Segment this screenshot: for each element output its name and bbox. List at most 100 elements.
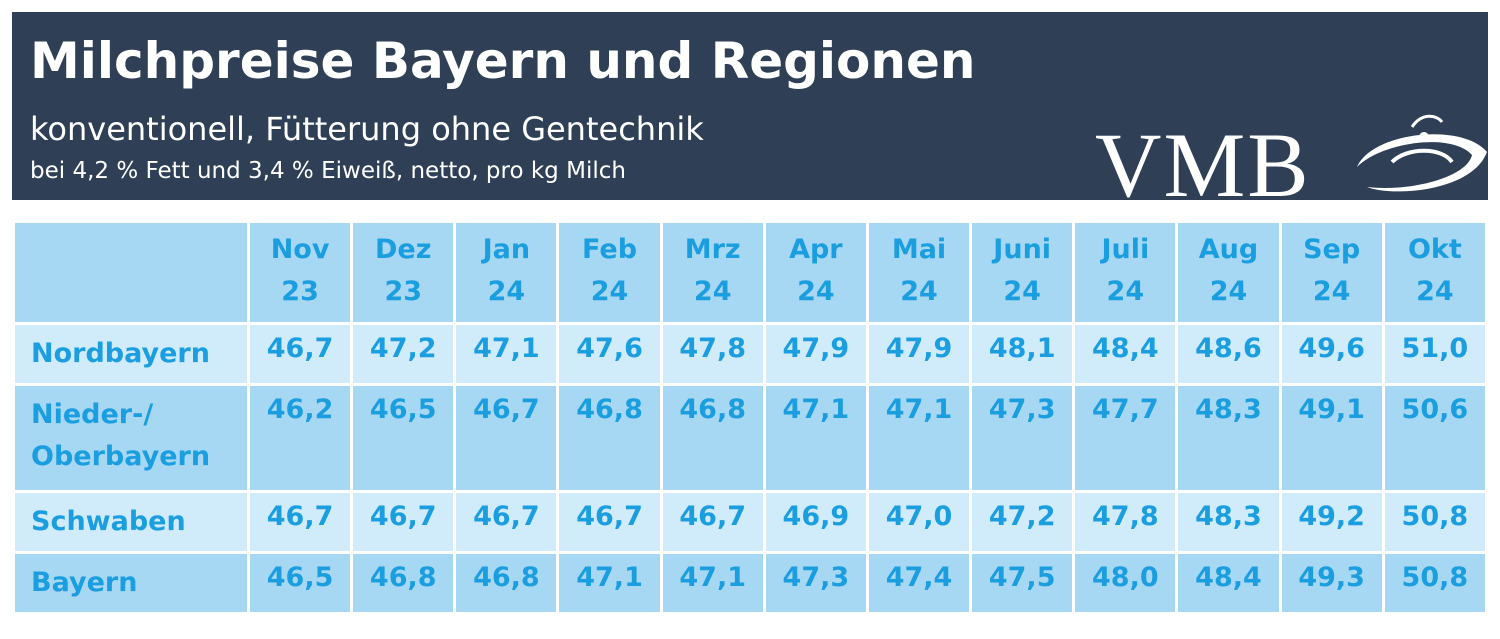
- price-cell: 49,3: [1278, 551, 1385, 615]
- corner-cell: [12, 220, 250, 325]
- column-month: Jan: [482, 234, 531, 265]
- price-cell: 51,0: [1381, 322, 1489, 386]
- column-header: Mai 24: [865, 220, 973, 325]
- column-header: Jan 24: [453, 220, 560, 325]
- column-header: Dez 23: [350, 220, 457, 325]
- row-label: Nieder-/ Oberbayern: [12, 383, 250, 493]
- price-cell: 47,3: [762, 551, 869, 615]
- price-cell: 46,7: [350, 490, 457, 554]
- price-cell: 47,2: [350, 322, 457, 386]
- price-cell: 50,6: [1381, 383, 1489, 493]
- column-year: 23: [281, 276, 319, 307]
- column-header: Aug 24: [1175, 220, 1282, 325]
- column-month: Sep: [1303, 234, 1361, 265]
- price-cell: 47,1: [865, 383, 973, 493]
- column-header: Mrz 24: [659, 220, 766, 325]
- price-cell: 46,7: [453, 490, 560, 554]
- column-month: Mai: [891, 234, 947, 265]
- price-cell: 46,7: [556, 490, 663, 554]
- price-cell: 50,8: [1381, 551, 1489, 615]
- price-cell: 46,7: [453, 383, 560, 493]
- price-cell: 47,3: [969, 383, 1076, 493]
- price-cell: 47,8: [1072, 490, 1179, 554]
- price-cell: 47,6: [556, 322, 663, 386]
- price-cell: 49,1: [1278, 383, 1385, 493]
- column-header: Nov 23: [246, 220, 354, 325]
- price-cell: 46,9: [762, 490, 869, 554]
- header-row: Nov 23 Dez 23 Jan 24 Feb 24 Mrz 24 Apr 24 Mai 24 Juni 2…: [12, 220, 1489, 325]
- price-cell: 47,1: [556, 551, 663, 615]
- table-row: Bayern 46,5 46,8 46,8 47,1 47,1 47,3 47,4 47,5 48…: [12, 551, 1489, 615]
- column-header: Apr 24: [762, 220, 869, 325]
- price-cell: 48,4: [1175, 551, 1282, 615]
- column-year: 24: [1106, 276, 1145, 307]
- price-cell: 47,5: [969, 551, 1076, 615]
- price-cell: 48,4: [1072, 322, 1179, 386]
- column-header: Sep 24: [1278, 220, 1385, 325]
- price-cell: 47,4: [865, 551, 973, 615]
- column-month: Feb: [582, 234, 638, 265]
- row-label: Schwaben: [12, 490, 250, 554]
- price-cell: 46,7: [246, 322, 354, 386]
- table-row: Nordbayern 46,7 47,2 47,1 47,6 47,8 47,9 47,9 48…: [12, 322, 1489, 386]
- price-cell: 46,8: [350, 551, 457, 615]
- price-cell: 46,7: [659, 490, 766, 554]
- price-cell: 47,9: [762, 322, 869, 386]
- logo: VMB: [1095, 114, 1311, 216]
- price-cell: 46,7: [246, 490, 354, 554]
- price-cell: 47,8: [659, 322, 766, 386]
- column-header: Okt 24: [1381, 220, 1489, 325]
- title: Milchpreise Bayern und Regionen: [30, 32, 976, 90]
- column-header: Juni 24: [969, 220, 1076, 325]
- column-header: Feb 24: [556, 220, 663, 325]
- price-cell: 46,8: [659, 383, 766, 493]
- price-cell: 47,2: [969, 490, 1076, 554]
- price-cell: 46,2: [246, 383, 354, 493]
- column-month: Aug: [1198, 234, 1259, 265]
- column-year: 24: [797, 276, 835, 307]
- column-month: Apr: [789, 234, 843, 265]
- price-cell: 46,8: [453, 551, 560, 615]
- column-year: 24: [1003, 276, 1041, 307]
- price-cell: 50,8: [1381, 490, 1489, 554]
- column-month: Nov: [270, 234, 330, 265]
- row-label: Bayern: [12, 551, 250, 615]
- header: Milchpreise Bayern und Regionen konventi…: [12, 12, 1488, 216]
- note: bei 4,2 % Fett und 3,4 % Eiweiß, netto, …: [30, 158, 626, 184]
- column-month: Mrz: [684, 234, 741, 265]
- price-cell: 47,1: [453, 322, 560, 386]
- logo-swirl: [1357, 114, 1487, 192]
- column-month: Juli: [1101, 234, 1150, 265]
- subtitle: konventionell, Fütterung ohne Gentechnik: [30, 110, 704, 148]
- price-cell: 48,0: [1072, 551, 1179, 615]
- price-cell: 48,1: [969, 322, 1076, 386]
- price-cell: 49,2: [1278, 490, 1385, 554]
- price-cell: 49,6: [1278, 322, 1385, 386]
- price-cell: 47,1: [762, 383, 869, 493]
- price-cell: 46,5: [246, 551, 354, 615]
- column-month: Juni: [993, 234, 1052, 265]
- column-header: Juli 24: [1072, 220, 1179, 325]
- column-year: 24: [1209, 276, 1248, 307]
- table-row: Schwaben 46,7 46,7 46,7 46,7 46,7 46,9 47,0 47,2…: [12, 490, 1489, 554]
- column-year: 24: [693, 276, 732, 307]
- column-month: Dez: [375, 234, 432, 265]
- row-label: Nordbayern: [12, 322, 250, 386]
- price-cell: 47,0: [865, 490, 973, 554]
- column-year: 24: [487, 276, 526, 307]
- price-cell: 47,9: [865, 322, 973, 386]
- price-cell: 46,8: [556, 383, 663, 493]
- price-cell: 48,3: [1175, 490, 1282, 554]
- price-table: Nov 23 Dez 23 Jan 24 Feb 24 Mrz 24 Apr 24 Mai 24 Juni 2…: [12, 220, 1489, 615]
- column-year: 23: [384, 276, 423, 307]
- column-month: Okt: [1407, 234, 1462, 265]
- price-cell: 48,3: [1175, 383, 1282, 493]
- column-year: 24: [900, 276, 938, 307]
- column-year: 24: [1416, 276, 1454, 307]
- column-year: 24: [590, 276, 629, 307]
- price-cell: 48,6: [1175, 322, 1282, 386]
- price-cell: 46,5: [350, 383, 457, 493]
- table-row: Nieder-/ Oberbayern 46,2 46,5 46,7 46,8 46,8 4…: [12, 383, 1489, 493]
- price-cell: 47,1: [659, 551, 766, 615]
